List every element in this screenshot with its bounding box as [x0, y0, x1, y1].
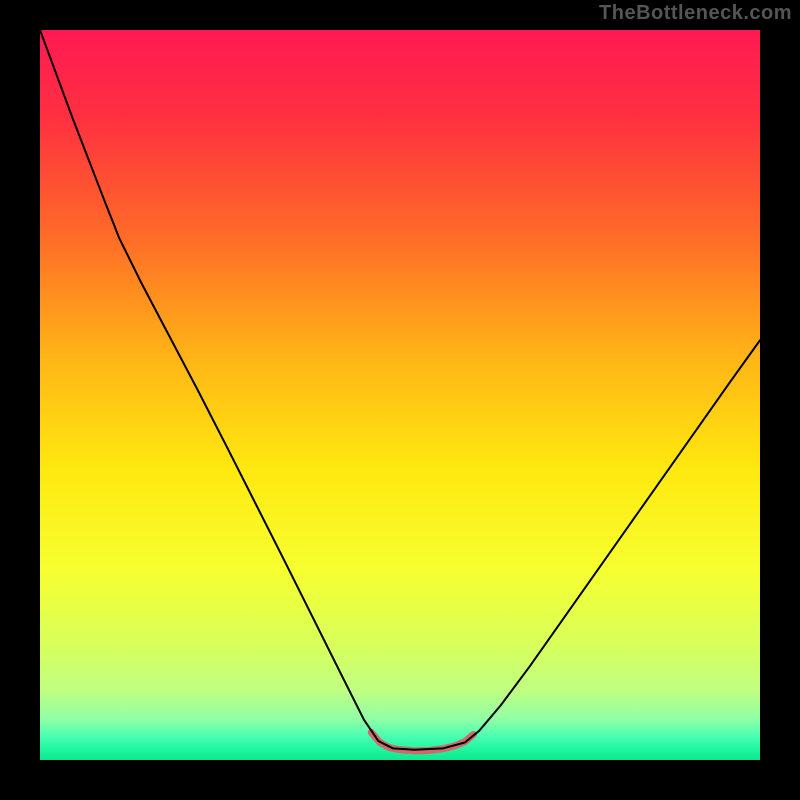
chart-frame: TheBottleneck.com [0, 0, 800, 800]
watermark-text: TheBottleneck.com [599, 2, 792, 25]
plot-area [40, 30, 760, 760]
gradient-background [40, 30, 760, 760]
bottleneck-chart [40, 30, 760, 760]
